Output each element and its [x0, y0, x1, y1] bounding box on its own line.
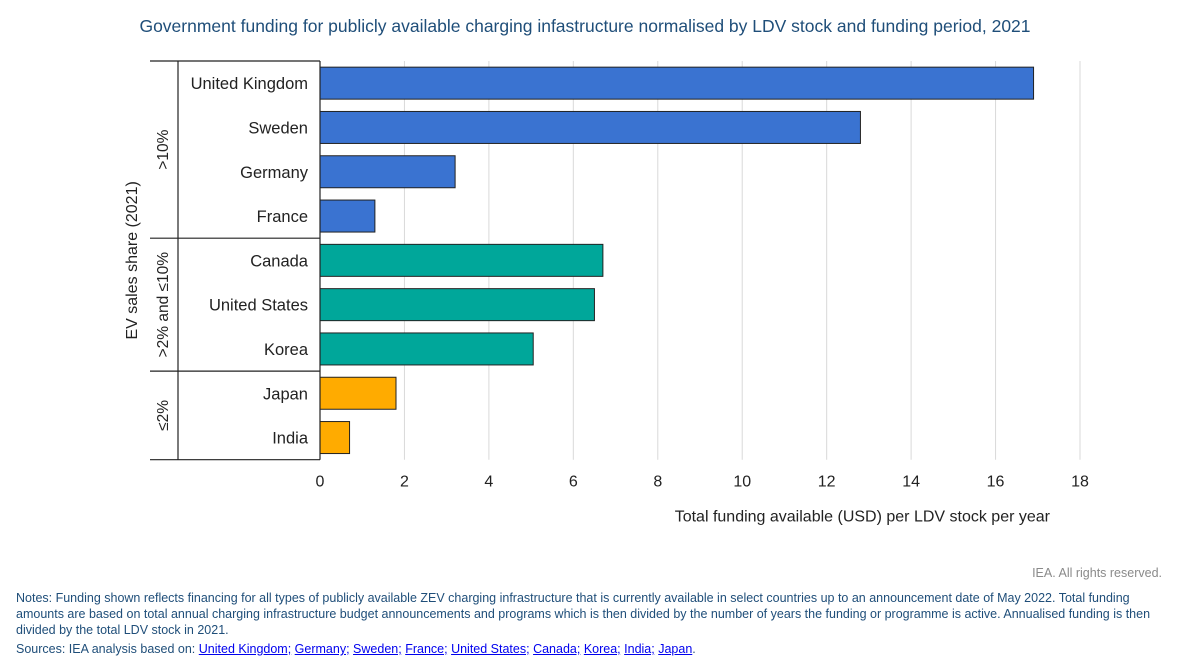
source-link[interactable]: Germany;	[294, 642, 350, 656]
y-axis-label: EV sales share (2021)	[124, 181, 141, 339]
bar	[319, 243, 604, 277]
category-label: India	[272, 430, 309, 448]
group-label: >2% and ≤10%	[155, 252, 172, 358]
group-label: >10%	[155, 129, 172, 169]
source-link[interactable]: Sweden;	[353, 642, 402, 656]
category-label: Korea	[264, 341, 309, 359]
x-axis-label: Total funding available (USD) per LDV st…	[675, 509, 1051, 526]
source-link[interactable]: United States;	[451, 642, 530, 656]
x-tick-label: 0	[316, 474, 325, 491]
sources-prefix: Sources: IEA analysis based on:	[16, 642, 196, 656]
source-link[interactable]: United Kingdom;	[198, 642, 292, 656]
source-link[interactable]: Japan	[658, 642, 693, 656]
category-label: United Kingdom	[191, 75, 308, 93]
x-tick-label: 12	[818, 474, 836, 491]
source-link[interactable]: France;	[405, 642, 448, 656]
sources-line: Sources: IEA analysis based on: United K…	[16, 642, 1176, 656]
bar	[319, 421, 351, 455]
bar	[319, 110, 861, 144]
chart-title: Government funding for publicly availabl…	[139, 16, 1031, 36]
bar	[319, 155, 456, 189]
category-label: Japan	[263, 385, 308, 403]
source-link[interactable]: India;	[624, 642, 655, 656]
x-tick-label: 18	[1071, 474, 1089, 491]
x-tick-label: 6	[569, 474, 578, 491]
bar	[319, 288, 595, 322]
source-link[interactable]: Canada;	[533, 642, 581, 656]
category-label: Germany	[240, 164, 309, 182]
bar	[319, 332, 534, 366]
source-link[interactable]: Korea;	[583, 642, 621, 656]
category-label: Sweden	[248, 119, 308, 137]
x-tick-label: 2	[400, 474, 409, 491]
bar	[319, 199, 376, 233]
x-tick-label: 4	[484, 474, 493, 491]
sources-suffix: .	[692, 642, 696, 656]
bar	[319, 376, 397, 410]
source-links: United Kingdom; Germany; Sweden; France;…	[199, 642, 693, 656]
x-tick-label: 16	[987, 474, 1005, 491]
category-label: Canada	[250, 252, 309, 270]
x-tick-label: 14	[902, 474, 920, 491]
copyright-text: IEA. All rights reserved.	[1032, 566, 1162, 580]
category-label: United States	[209, 297, 308, 315]
bar	[319, 66, 1035, 100]
notes-text: Notes: Funding shown reflects financing …	[16, 591, 1151, 637]
x-tick-label: 10	[733, 474, 751, 491]
category-label: France	[257, 208, 308, 226]
bar-chart: United Kingdom Sweden Germany France >10% Can…	[124, 60, 1089, 526]
x-tick-label: 8	[653, 474, 662, 491]
group-label: ≤2%	[155, 400, 172, 431]
